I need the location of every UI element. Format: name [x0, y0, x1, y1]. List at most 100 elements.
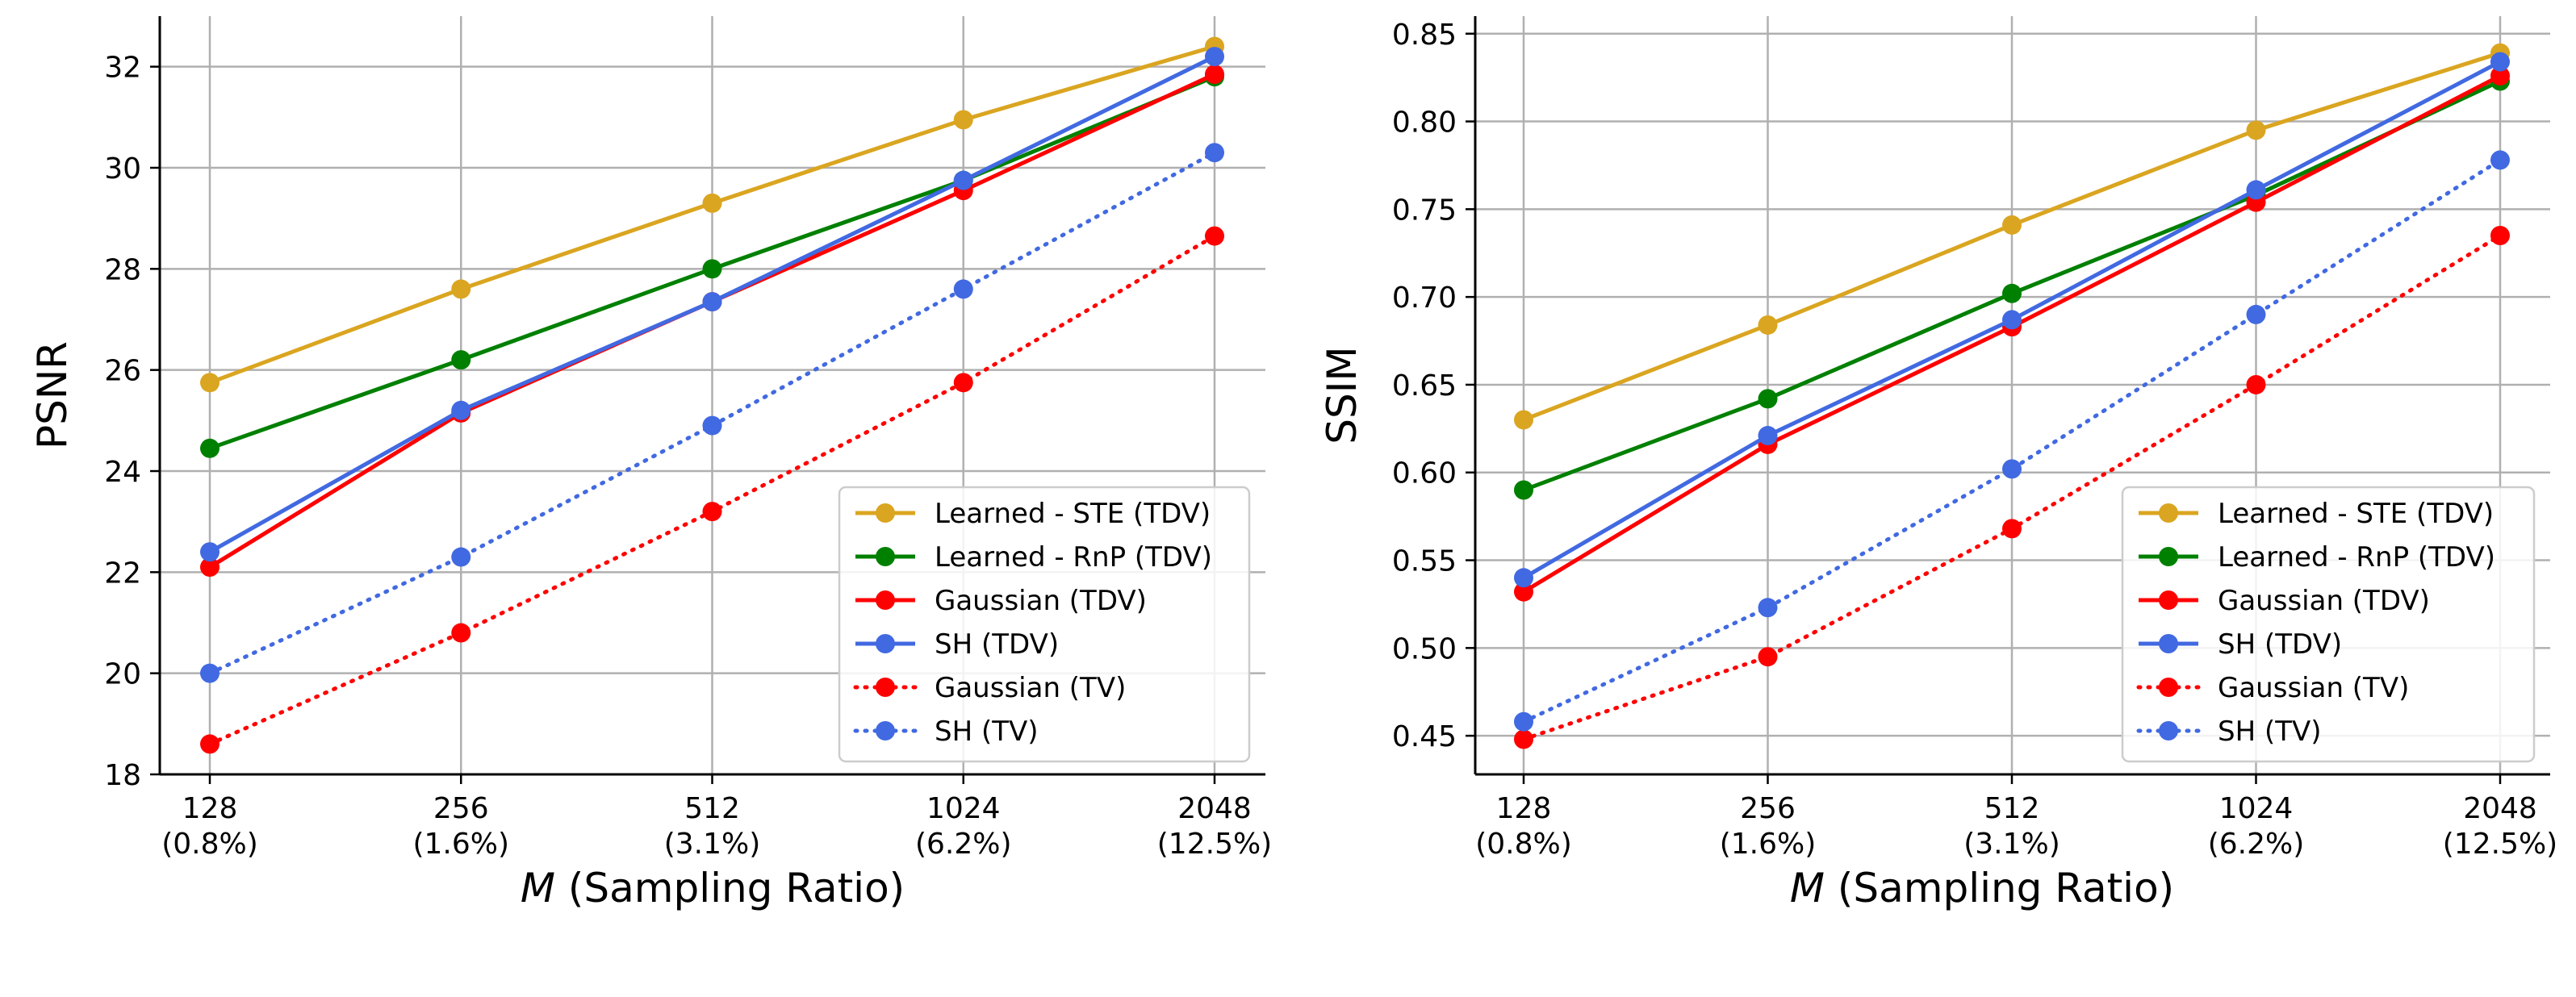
x-axis-title: M (Sampling Ratio) [1790, 865, 2174, 911]
data-point [451, 400, 471, 420]
data-point [2490, 52, 2510, 72]
y-axis-title: PSNR [29, 341, 76, 449]
data-point [1205, 47, 1224, 67]
data-point [200, 557, 220, 578]
data-point [2002, 215, 2022, 235]
legend-label: SH (TV) [2218, 715, 2322, 748]
x-tick-ratio: (12.5%) [1157, 828, 1272, 861]
legend-frame [2121, 486, 2536, 763]
legend-label: SH (TDV) [2218, 628, 2342, 661]
data-point [1514, 410, 1533, 430]
data-point [2002, 459, 2022, 479]
x-tick-value: 128 [1496, 792, 1552, 825]
data-point [1514, 729, 1533, 749]
legend-swatch-marker [2159, 721, 2178, 740]
y-tick-label: 0.65 [1392, 369, 1457, 403]
y-tick-label: 24 [104, 456, 141, 489]
data-point [451, 623, 471, 643]
data-point [1758, 647, 1778, 667]
legend-swatch-marker [2159, 678, 2178, 697]
x-tick-ratio: (6.2%) [2208, 828, 2305, 861]
y-tick-label: 0.45 [1392, 720, 1457, 753]
data-point [702, 193, 722, 213]
y-tick-label: 0.80 [1392, 106, 1457, 140]
y-tick-label: 18 [104, 759, 141, 792]
x-tick-value: 1024 [926, 792, 1001, 825]
legend-label: Learned - RnP (TDV) [935, 541, 1212, 574]
data-point [1514, 582, 1533, 602]
x-tick-ratio: (12.5%) [2443, 828, 2557, 861]
data-point [200, 734, 220, 754]
data-point [451, 350, 471, 370]
data-point [2002, 310, 2022, 330]
legend-swatch-marker [876, 721, 895, 740]
chart-panel-2: 0.450.500.550.600.650.700.750.800.85128(… [1319, 16, 2557, 911]
x-tick-ratio: (1.6%) [1720, 828, 1817, 861]
legend-swatch-marker [2159, 590, 2178, 610]
x-tick-value: 256 [1740, 792, 1796, 825]
x-tick-ratio: (6.2%) [915, 828, 1012, 861]
data-point [1514, 480, 1533, 500]
y-tick-label: 30 [104, 152, 141, 186]
series-6 [1514, 150, 2510, 732]
data-point [953, 110, 973, 130]
series-4 [200, 47, 1224, 562]
data-point [1514, 711, 1533, 732]
y-tick-label: 0.60 [1392, 457, 1457, 490]
y-tick-label: 0.75 [1392, 194, 1457, 227]
series-1 [200, 36, 1224, 393]
x-tick-value: 128 [182, 792, 238, 825]
legend: Learned - STE (TDV) Learned - RnP (TDV) Ga… [2121, 486, 2536, 763]
data-point [2490, 150, 2510, 170]
data-point [200, 373, 220, 393]
y-tick-label: 26 [104, 355, 141, 388]
y-tick-label: 0.55 [1392, 545, 1457, 578]
y-tick-label: 20 [104, 658, 141, 691]
x-tick-value: 2048 [1177, 792, 1252, 825]
x-tick-value: 256 [433, 792, 489, 825]
data-point [1758, 426, 1778, 446]
data-point [702, 259, 722, 279]
data-point [1514, 568, 1533, 588]
x-tick-ratio: (1.6%) [412, 828, 509, 861]
x-tick-ratio: (3.1%) [664, 828, 761, 861]
data-point [2490, 225, 2510, 245]
y-tick-label: 0.50 [1392, 632, 1457, 665]
data-point [2490, 65, 2510, 86]
y-axis-title: SSIM [1319, 346, 1365, 444]
data-point [1758, 315, 1778, 335]
series-5 [200, 226, 1224, 754]
data-point [200, 438, 220, 458]
data-point [2002, 283, 2022, 303]
data-point [702, 415, 722, 436]
legend-swatch-marker [2159, 547, 2178, 566]
data-point [953, 373, 973, 393]
y-tick-label: 0.85 [1392, 19, 1457, 52]
y-tick-label: 28 [104, 253, 141, 286]
legend: Learned - STE (TDV) Learned - RnP (TDV) Ga… [838, 486, 1251, 763]
x-tick-value: 512 [1984, 792, 2040, 825]
legend-swatch-marker [2159, 503, 2178, 523]
data-point [451, 279, 471, 299]
legend-swatch-marker [2159, 634, 2178, 653]
legend-label: SH (TV) [935, 715, 1039, 748]
data-point [451, 547, 471, 567]
legend-swatch-marker [876, 503, 895, 523]
legend-swatch-marker [876, 590, 895, 610]
legend-swatch-marker [876, 678, 895, 697]
x-axis-title-variable: M [521, 865, 555, 911]
data-point [2246, 374, 2266, 394]
series-5 [1514, 225, 2510, 749]
legend-label: Learned - STE (TDV) [935, 498, 1211, 530]
series-6 [200, 143, 1224, 683]
data-point [702, 292, 722, 312]
legend-swatch-marker [876, 547, 895, 566]
data-point [200, 542, 220, 562]
data-point [2246, 304, 2266, 324]
data-point [702, 502, 722, 522]
x-axis-title-text: (Sampling Ratio) [555, 865, 905, 911]
y-tick-label: 22 [104, 557, 141, 590]
y-tick-label: 32 [104, 52, 141, 85]
x-tick-ratio: (0.8%) [161, 828, 258, 861]
